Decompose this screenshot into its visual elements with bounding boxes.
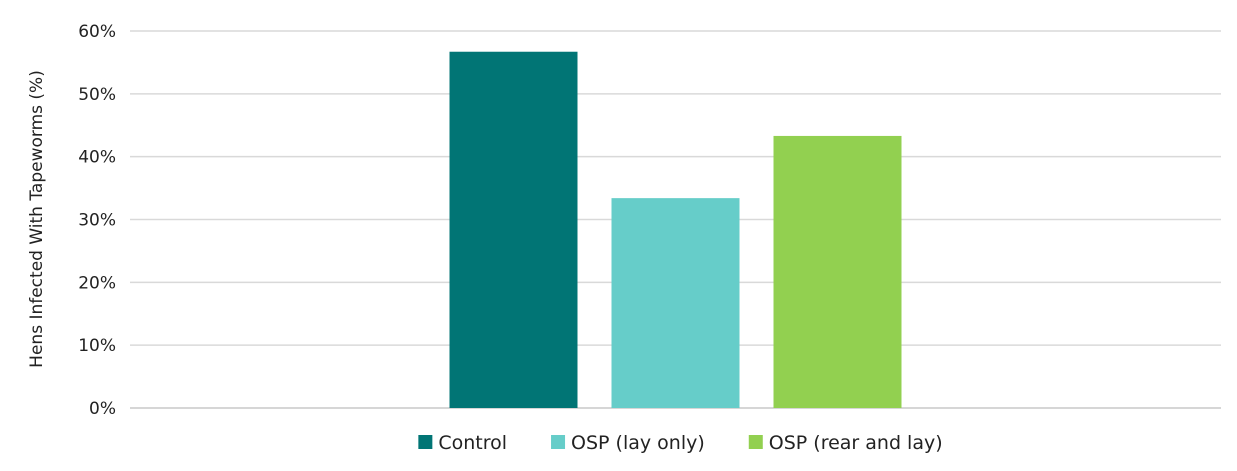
legend-label: OSP (rear and lay) [769,432,943,454]
y-tick-label: 20% [78,273,116,293]
y-tick-label: 0% [89,399,116,419]
legend-label: OSP (lay only) [571,432,705,454]
bar-osp-rear-and-lay [773,135,902,408]
y-axis-title: Hens Infected With Tapeworms (%) [27,70,47,368]
legend-item: OSP (lay only) [551,432,705,454]
y-axis-tick-labels: 0% 10% 20% 30% 40% 50% 60% [78,22,116,419]
legend-label: Control [438,432,507,454]
legend-swatch [551,435,566,449]
legend: Control OSP (lay only) OSP (rear and lay) [418,432,943,454]
y-tick-label: 10% [78,336,116,356]
bar-osp-lay-only [611,198,740,408]
legend-swatch [418,435,433,449]
y-tick-label: 30% [78,211,116,231]
y-tick-label: 40% [78,148,116,168]
bar-control [449,51,578,409]
bars [449,51,902,409]
legend-item: OSP (rear and lay) [748,432,943,454]
legend-item: Control [418,432,507,454]
y-tick-label: 50% [78,85,116,105]
y-tick-label: 60% [78,22,116,42]
legend-swatch [748,435,763,449]
